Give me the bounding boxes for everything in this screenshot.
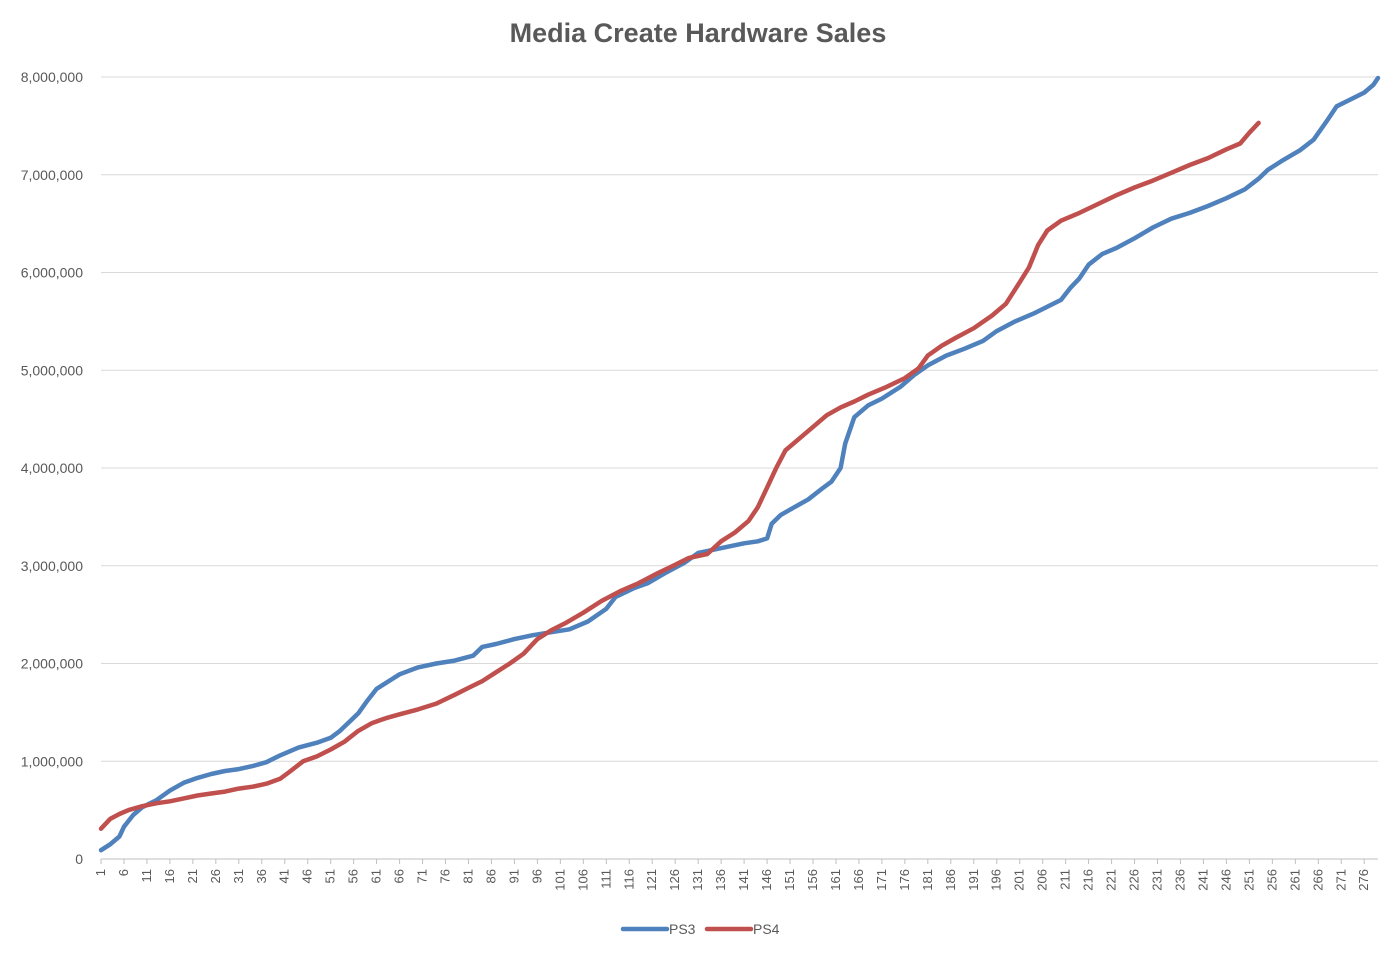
x-tick-label: 71 xyxy=(415,869,430,883)
x-tick-label: 91 xyxy=(506,869,521,883)
legend-item-ps4: PS4 xyxy=(704,921,780,937)
x-tick-label: 201 xyxy=(1012,869,1027,891)
y-tick-label: 0 xyxy=(75,851,83,867)
series-lines xyxy=(98,75,1381,853)
x-tick-label: 241 xyxy=(1195,869,1210,891)
y-tick-label: 6,000,000 xyxy=(21,265,83,281)
x-tick-label: 171 xyxy=(874,869,889,891)
x-tick-label: 186 xyxy=(943,869,958,891)
x-tick-label: 226 xyxy=(1127,869,1142,891)
x-tick-label: 81 xyxy=(460,869,475,883)
x-tick-label: 121 xyxy=(644,869,659,891)
x-tick-label: 151 xyxy=(782,869,797,891)
x-tick-label: 11 xyxy=(139,869,154,883)
x-tick-label: 111 xyxy=(598,869,613,889)
y-tick-label: 5,000,000 xyxy=(21,362,83,378)
x-tick-label: 181 xyxy=(920,869,935,891)
x-tick-label: 141 xyxy=(736,869,751,891)
x-tick-label: 146 xyxy=(759,869,774,891)
x-tick-label: 266 xyxy=(1310,869,1325,891)
chart-title: Media Create Hardware Sales xyxy=(510,18,887,48)
y-tick-label: 1,000,000 xyxy=(21,753,83,769)
x-tick-label: 196 xyxy=(989,869,1004,891)
x-tick-label: 156 xyxy=(805,869,820,891)
x-tick-label: 36 xyxy=(254,869,269,883)
x-tick-label: 56 xyxy=(346,869,361,883)
x-tick-label: 86 xyxy=(483,869,498,883)
x-tick-label: 231 xyxy=(1150,869,1165,891)
series-line-ps3 xyxy=(98,75,1381,853)
legend-label: PS3 xyxy=(669,921,696,937)
x-tick-label: 46 xyxy=(300,869,315,883)
y-tick-label: 2,000,000 xyxy=(21,656,83,672)
x-tick-label: 221 xyxy=(1104,869,1119,891)
x-tick-label: 6 xyxy=(116,869,131,876)
x-tick-label: 271 xyxy=(1333,869,1348,891)
x-tick-label: 251 xyxy=(1241,869,1256,891)
legend-label: PS4 xyxy=(753,921,780,937)
x-tick-label: 136 xyxy=(713,869,728,891)
x-tick-label: 21 xyxy=(185,869,200,883)
x-axis-tick-labels: 1 6 11 16 21 26 31 36 41 46 51 56 61 66 71 76 81 86 91 96 10… xyxy=(93,859,1371,891)
x-tick-label: 176 xyxy=(897,869,912,891)
x-tick-label: 191 xyxy=(966,869,981,891)
x-tick-label: 166 xyxy=(851,869,866,891)
x-tick-label: 26 xyxy=(208,869,223,883)
series-line-ps4 xyxy=(98,120,1261,831)
x-tick-label: 41 xyxy=(277,869,292,883)
y-tick-label: 7,000,000 xyxy=(21,167,83,183)
y-axis-tick-labels: 0 1,000,000 2,000,000 3,000,000 4,000,000 5,0… xyxy=(21,69,84,867)
x-tick-label: 61 xyxy=(369,869,384,883)
y-tick-label: 4,000,000 xyxy=(21,460,83,476)
x-tick-label: 96 xyxy=(529,869,544,883)
x-tick-label: 131 xyxy=(690,869,705,891)
x-tick-label: 16 xyxy=(162,869,177,883)
x-tick-label: 66 xyxy=(392,869,407,883)
y-tick-label: 3,000,000 xyxy=(21,558,83,574)
x-tick-label: 256 xyxy=(1264,869,1279,891)
x-tick-label: 206 xyxy=(1035,869,1050,891)
x-tick-label: 126 xyxy=(667,869,682,891)
x-tick-label: 116 xyxy=(621,869,636,890)
x-tick-label: 211 xyxy=(1058,869,1073,890)
legend: PS3 PS4 xyxy=(620,921,780,937)
x-tick-label: 31 xyxy=(231,869,246,883)
x-tick-label: 161 xyxy=(828,869,843,891)
x-tick-label: 106 xyxy=(575,869,590,891)
x-tick-label: 216 xyxy=(1081,869,1096,891)
legend-item-ps3: PS3 xyxy=(620,921,696,937)
x-tick-label: 276 xyxy=(1356,869,1371,891)
x-tick-label: 261 xyxy=(1287,869,1302,891)
x-tick-label: 101 xyxy=(552,869,567,891)
x-tick-label: 51 xyxy=(323,869,338,883)
x-tick-label: 76 xyxy=(438,869,453,883)
x-tick-label: 246 xyxy=(1218,869,1233,891)
x-tick-label: 236 xyxy=(1172,869,1187,891)
gridlines xyxy=(101,76,1378,860)
y-tick-label: 8,000,000 xyxy=(21,69,83,85)
x-tick-label: 1 xyxy=(93,869,108,876)
